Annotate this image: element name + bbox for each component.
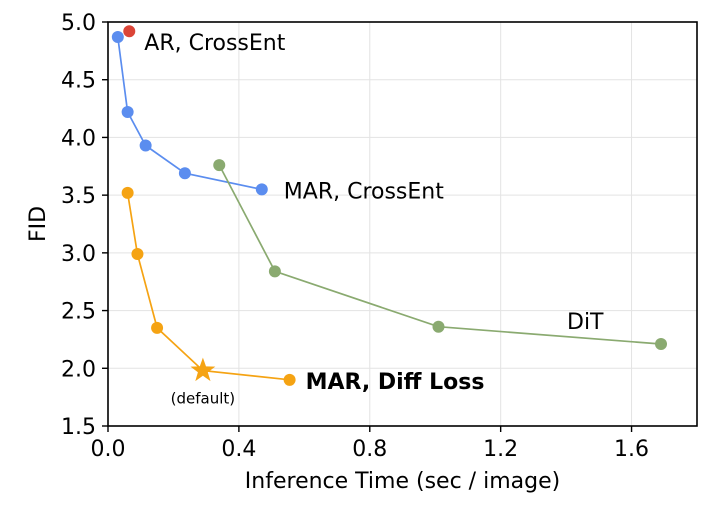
series-ar-crossent <box>123 25 136 38</box>
x-tick-label: 1.6 <box>614 437 649 462</box>
point-marker <box>283 373 296 386</box>
series-mar-crossent <box>111 31 268 196</box>
series-label: DiT <box>567 310 604 335</box>
x-axis-title: Inference Time (sec / image) <box>245 469 560 494</box>
star-marker <box>190 357 216 382</box>
point-marker <box>123 25 136 38</box>
series-label: MAR, CrossEnt <box>284 179 444 204</box>
y-tick-label: 4.0 <box>61 126 96 151</box>
plot-frame <box>107 21 698 427</box>
series-line <box>218 164 662 345</box>
point-marker <box>178 167 191 180</box>
point-marker <box>121 106 134 119</box>
series-dit <box>213 159 668 351</box>
point-marker <box>151 321 164 334</box>
y-tick-label: 3.0 <box>61 242 96 267</box>
default-annotation: (default) <box>171 390 235 408</box>
point-marker <box>268 265 281 278</box>
point-marker <box>111 31 124 44</box>
series-mar-diff-loss <box>121 186 296 386</box>
y-tick-label: 1.5 <box>61 415 96 440</box>
x-tick-label: 1.2 <box>483 437 518 462</box>
x-tick-label: 0.4 <box>221 437 256 462</box>
y-tick-label: 4.5 <box>61 69 96 94</box>
series-label: AR, CrossEnt <box>144 31 285 56</box>
y-tick-label: 3.5 <box>61 184 96 209</box>
y-tick-label: 2.0 <box>61 357 96 382</box>
x-tick-label: 0.8 <box>352 437 387 462</box>
series-line <box>116 36 262 191</box>
series-line <box>126 192 290 381</box>
y-axis-title: FID <box>26 206 51 242</box>
point-marker <box>255 183 268 196</box>
point-marker <box>121 186 134 199</box>
point-marker <box>432 320 445 333</box>
series-label: MAR, Diff Loss <box>306 370 485 395</box>
y-tick-label: 2.5 <box>61 300 96 325</box>
x-tick-label: 0.0 <box>91 437 126 462</box>
point-marker <box>655 338 668 351</box>
point-marker <box>139 139 152 152</box>
point-marker <box>131 248 144 261</box>
plot-series <box>111 25 668 386</box>
point-marker <box>213 159 226 172</box>
y-tick-label: 5.0 <box>61 11 96 36</box>
axis-ticks: 0.0 0.4 0.8 1.2 1.6 1.5 2.0 2.5 3.0 3.5 4.0 4.5 5.0 <box>61 11 649 462</box>
series-labels: AR, CrossEnt MAR, CrossEnt DiT MAR, Diff Lo… <box>144 31 604 407</box>
